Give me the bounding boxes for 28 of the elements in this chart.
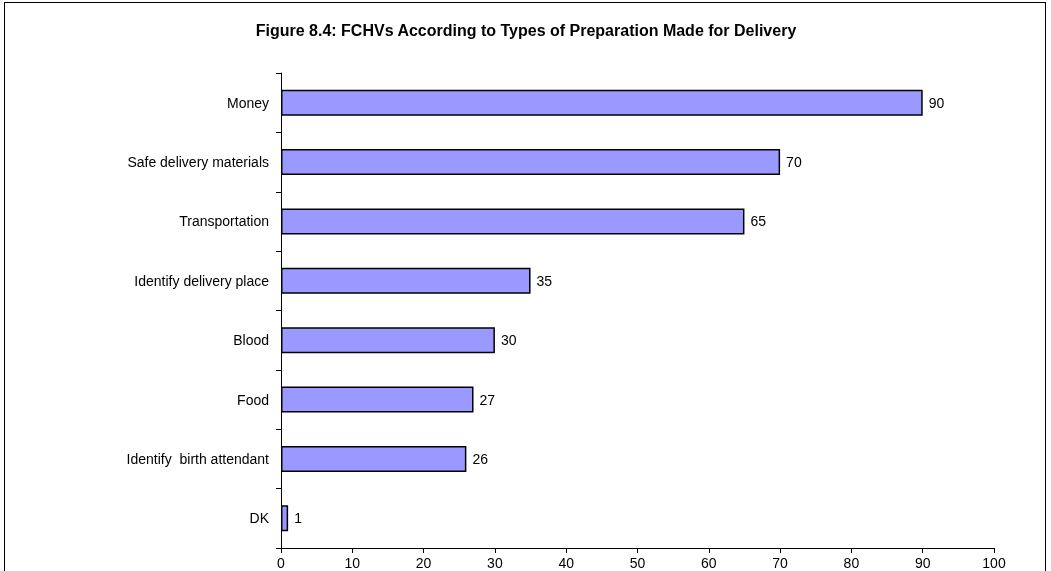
data-label: 90 [928, 94, 945, 111]
y-tick-label: DK [249, 510, 270, 527]
y-tick-label: Identify birth attendant [126, 450, 270, 467]
data-label: 30 [500, 332, 517, 349]
data-label: 70 [786, 154, 802, 171]
y-tick-label: Food [237, 391, 269, 408]
y-tick-label: Transportation [179, 213, 269, 230]
x-tick-label: 30 [487, 555, 503, 571]
x-tick-label: 20 [415, 555, 432, 571]
x-tick-label: 70 [772, 555, 789, 571]
y-tick-label: Blood [233, 332, 269, 349]
data-label: 1 [294, 510, 303, 527]
data-label: 65 [750, 213, 767, 230]
y-tick-label: Identify delivery place [134, 272, 270, 289]
y-tick-label: Money [226, 94, 269, 111]
x-tick-label: 50 [629, 555, 646, 571]
x-tick-label: 0 [277, 555, 286, 571]
x-tick-label: 40 [558, 555, 575, 571]
data-label: 26 [472, 450, 489, 467]
x-tick-label: 10 [344, 555, 361, 571]
y-tick-label: Safe delivery materials [127, 154, 269, 171]
x-tick-label: 60 [701, 555, 717, 571]
chart-title: Figure 8.4: FCHVs According to Types of Preparation Made for Delivery [255, 21, 797, 39]
data-label: 27 [479, 391, 496, 408]
data-label: 35 [536, 272, 553, 289]
x-tick-label: 90 [914, 555, 931, 571]
x-tick-label: 100 [982, 555, 1006, 571]
x-tick-label: 80 [843, 555, 860, 571]
